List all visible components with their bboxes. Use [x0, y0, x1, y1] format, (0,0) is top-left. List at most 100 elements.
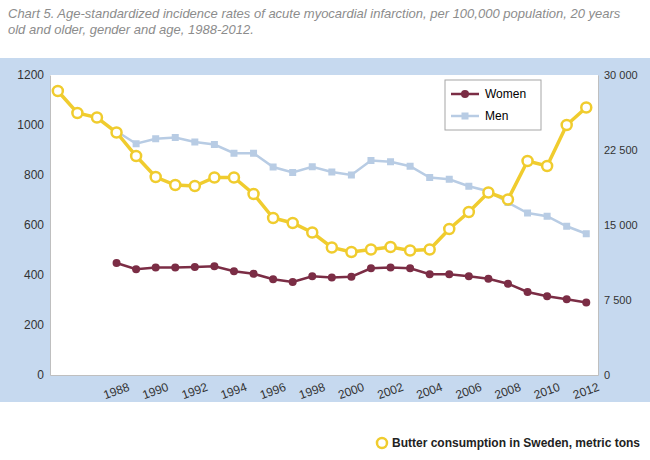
marker: [132, 265, 140, 273]
tick-label: 400: [24, 268, 44, 282]
tick-label: 15 000: [604, 219, 638, 231]
chart-title: Chart 5. Age-standardized incidence rate…: [8, 6, 621, 37]
tick: 1992: [180, 375, 210, 402]
marker: [406, 264, 414, 272]
marker: [386, 242, 396, 252]
tick: 15 000: [598, 219, 638, 231]
tick: 1990: [141, 375, 171, 402]
tick-label: 1996: [258, 380, 288, 402]
marker: [308, 272, 316, 280]
tick: 7 500: [598, 294, 632, 306]
tick: 0: [598, 369, 610, 381]
tick-label: 2010: [532, 380, 562, 402]
series: [113, 259, 591, 307]
marker: [465, 272, 473, 280]
legend-box: [445, 80, 541, 130]
tick: 2010: [532, 375, 562, 402]
marker: [407, 163, 414, 170]
tick-label: 1200: [17, 68, 44, 82]
tick-label: 0: [37, 368, 44, 382]
tick: 2006: [454, 375, 484, 402]
marker: [152, 264, 160, 272]
marker: [170, 180, 180, 190]
marker: [425, 245, 435, 255]
axis-line: [51, 375, 599, 376]
marker: [346, 247, 356, 257]
marker: [377, 438, 387, 448]
chart-background: [0, 58, 650, 402]
marker: [230, 150, 237, 157]
marker: [581, 103, 591, 113]
chart-container: Chart 5. Age-standardized incidence rate…: [0, 0, 650, 460]
marker: [270, 164, 277, 171]
marker: [230, 267, 238, 275]
legend-label: Women: [485, 87, 526, 101]
marker: [229, 173, 239, 183]
marker: [327, 243, 337, 253]
tick-label: 1994: [219, 380, 249, 402]
tick: 1998: [297, 375, 327, 402]
tick-label: 2002: [375, 380, 405, 402]
legend: Women Men: [445, 80, 541, 130]
tick-label: 800: [24, 168, 44, 182]
tick-label: 1988: [101, 380, 131, 402]
chart-svg: Chart 5. Age-standardized incidence rate…: [0, 0, 650, 460]
marker: [562, 120, 572, 130]
marker: [190, 181, 200, 191]
tick-label: 0: [604, 369, 610, 381]
marker: [583, 230, 590, 237]
marker: [367, 264, 375, 272]
tick-label: 7 500: [604, 294, 632, 306]
marker: [446, 176, 453, 183]
marker: [250, 150, 257, 157]
marker: [289, 169, 296, 176]
marker: [464, 207, 474, 217]
marker: [563, 223, 570, 230]
tick-label: 2008: [493, 380, 523, 402]
marker: [544, 213, 551, 220]
tick: 2000: [336, 375, 366, 402]
marker: [289, 278, 297, 286]
marker: [210, 262, 218, 270]
marker: [328, 274, 336, 282]
axis-line: [50, 76, 51, 376]
marker: [367, 157, 374, 164]
marker: [72, 108, 82, 118]
legend-item: Men: [451, 109, 508, 123]
tick: 800: [24, 168, 50, 182]
tick-label: 2012: [571, 380, 601, 402]
marker: [269, 275, 277, 283]
marker: [328, 169, 335, 176]
marker: [191, 139, 198, 146]
marker: [524, 288, 532, 296]
marker: [347, 273, 355, 281]
marker: [445, 270, 453, 278]
tick: 400: [24, 268, 50, 282]
marker: [465, 183, 472, 190]
marker: [309, 163, 316, 170]
tick-label: 2004: [415, 380, 445, 402]
marker: [348, 172, 355, 179]
tick-label: 2006: [454, 380, 484, 402]
legend-item: Butter consumption in Sweden, metric ton…: [377, 436, 640, 450]
tick: 1996: [258, 375, 288, 402]
marker: [112, 128, 122, 138]
marker: [563, 295, 571, 303]
marker: [444, 224, 454, 234]
marker: [209, 173, 219, 183]
tick-label: 22 500: [604, 144, 638, 156]
tick-label: 2000: [336, 380, 366, 402]
marker: [524, 210, 531, 217]
marker: [133, 140, 140, 147]
y2-axis: 07 50015 00022 50030 000: [598, 69, 638, 381]
marker: [53, 86, 63, 96]
marker: [191, 263, 199, 271]
marker: [250, 270, 258, 278]
tick: 600: [24, 218, 50, 232]
marker: [582, 299, 590, 307]
tick-label: 1000: [17, 118, 44, 132]
tick-label: 1992: [180, 380, 210, 402]
tick: 2004: [415, 375, 445, 402]
tick: 1200: [17, 68, 50, 82]
tick: 2002: [375, 375, 405, 402]
